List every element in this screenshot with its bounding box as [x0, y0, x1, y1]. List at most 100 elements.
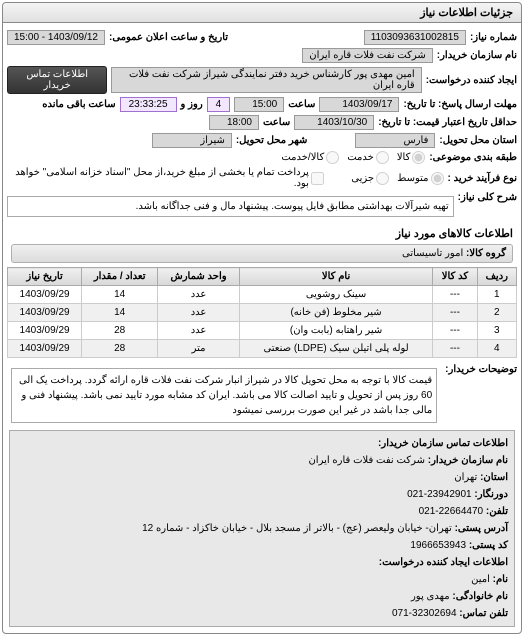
c-postal: تهران- خیابان ولیعصر (عج) - بالاتر از مس…: [142, 523, 452, 534]
table-header: واحد شمارش: [158, 268, 240, 286]
deadline-date: 1403/09/17: [319, 97, 399, 112]
table-cell: 28: [82, 340, 158, 358]
treasury-checkbox[interactable]: [311, 172, 324, 185]
table-body: 1---سینک روشوییعدد141403/09/292---شیر مخ…: [8, 286, 517, 358]
panel-body: شماره نیاز: 1103093631002815 تاریخ و ساع…: [3, 23, 521, 633]
buyer-label: نام سازمان خریدار:: [437, 50, 517, 61]
table-cell: 14: [82, 304, 158, 322]
time-label-1: ساعت: [288, 99, 315, 110]
c-lname-label: نام خانوادگی:: [452, 591, 508, 602]
table-header: ردیف: [477, 268, 516, 286]
row-validity: حداقل تاریخ اعتبار قیمت: تا تاریخ: 1403/…: [7, 115, 517, 130]
table-cell: ---: [433, 340, 477, 358]
contact-box: اطلاعات تماس سازمان خریدار: نام سازمان خ…: [9, 430, 515, 627]
days-remain-suffix: روز و: [181, 99, 203, 110]
table-row: 4---لوله پلی اتیلن سیک (LDPE) صنعتیمتر28…: [8, 340, 517, 358]
budget-radio-kala-input[interactable]: [412, 151, 425, 164]
table-cell: 1403/09/29: [8, 322, 82, 340]
group-value: امور تاسیساتی: [402, 248, 463, 259]
table-cell: 28: [82, 322, 158, 340]
c-province: تهران: [454, 472, 477, 483]
table-cell: 2: [477, 304, 516, 322]
table-cell: 3: [477, 322, 516, 340]
table-cell: 1403/09/29: [8, 304, 82, 322]
budget-label: طبقه بندی موضوعی:: [429, 152, 517, 163]
row-creator: ایجاد کننده درخواست: امین مهدی پور کارشن…: [7, 66, 517, 94]
items-table: ردیفکد کالانام کالاواحد شمارشتعداد / مقد…: [7, 267, 517, 358]
table-head: ردیفکد کالانام کالاواحد شمارشتعداد / مقد…: [8, 268, 517, 286]
delivery-city: شیراز: [152, 133, 232, 148]
row-price: نوع فرآیند خرید : متوسط جزیی پرداخت تمام…: [7, 167, 517, 189]
c-postal-label: آدرس پستی:: [455, 523, 508, 534]
budget-radio-khedmat-input[interactable]: [376, 151, 389, 164]
table-cell: عدد: [158, 286, 240, 304]
delivery-city-label: شهر محل تحویل:: [236, 135, 308, 146]
treasury-checkbox-label[interactable]: پرداخت تمام یا بخشی از مبلغ خرید،از محل …: [7, 167, 324, 189]
c-postcode-label: کد پستی:: [469, 540, 508, 551]
row-need-title: شرح کلی نیاز: تهیه شیرآلات بهداشتی مطابق…: [7, 192, 517, 221]
validity-time: 18:00: [209, 115, 259, 130]
announce-value: 1403/09/12 - 15:00: [7, 30, 105, 45]
creator-value: امین مهدی پور کارشناس خرید دفتر نمایندگی…: [111, 67, 421, 93]
table-cell: ---: [433, 304, 477, 322]
row-budget: طبقه بندی موضوعی: کالا خدمت کالا/خدمت: [7, 151, 517, 164]
table-header: نام کالا: [239, 268, 432, 286]
validity-date: 1403/10/30: [294, 115, 374, 130]
c-mobile: 23942901-021: [407, 489, 472, 500]
time-label-2: ساعت: [263, 117, 290, 128]
time-remain-suffix: ساعت باقی مانده: [42, 99, 115, 110]
table-row: 1---سینک روشوییعدد141403/09/29: [8, 286, 517, 304]
c-mobile-label: دورنگار:: [474, 489, 508, 500]
price-radio-group: متوسط جزیی: [351, 172, 443, 185]
table-header: کد کالا: [433, 268, 477, 286]
table-cell: متر: [158, 340, 240, 358]
row-buyer: نام سازمان خریدار: شرکت نفت فلات قاره ای…: [7, 48, 517, 63]
price-radio-small-input[interactable]: [376, 172, 389, 185]
c-tel-label: تلفن تماس:: [459, 608, 508, 619]
req-number-label: شماره نیاز:: [470, 32, 517, 43]
announce-label: تاریخ و ساعت اعلان عمومی:: [109, 32, 228, 43]
days-remain: 4: [207, 97, 231, 112]
price-radio-med-input[interactable]: [431, 172, 444, 185]
table-row: 3---شیر راهتابه (بابت وان)عدد281403/09/2…: [8, 322, 517, 340]
c-postcode: 1966653943: [410, 540, 466, 551]
group-label: گروه کالا:: [466, 248, 506, 259]
table-cell: 14: [82, 286, 158, 304]
c-org-label: نام سازمان خریدار:: [428, 455, 508, 466]
budget-radio-both-input[interactable]: [326, 151, 339, 164]
budget-opt-b: خدمت: [347, 152, 374, 163]
price-radio-med[interactable]: متوسط: [397, 172, 443, 185]
table-cell: 4: [477, 340, 516, 358]
row-delivery: استان محل تحویل: فارس شهر محل تحویل: شیر…: [7, 133, 517, 148]
price-opt-a: متوسط: [397, 173, 428, 184]
budget-radio-kala[interactable]: کالا: [397, 151, 426, 164]
time-remain: 23:33:25: [120, 97, 177, 112]
price-opt-b: جزیی: [351, 173, 374, 184]
table-cell: 1403/09/29: [8, 286, 82, 304]
need-title-label: شرح کلی نیاز:: [458, 192, 517, 203]
contact-title: اطلاعات تماس سازمان خریدار:: [378, 438, 508, 449]
c-phone-label: تلفن:: [486, 506, 508, 517]
c-lname: مهدی پور: [411, 591, 450, 602]
budget-radio-khedmat[interactable]: خدمت: [347, 151, 389, 164]
table-row: 2---شیر مخلوط (فن خانه)عدد141403/09/29: [8, 304, 517, 322]
validity-label: حداقل تاریخ اعتبار قیمت: تا تاریخ:: [378, 117, 517, 128]
group-row: گروه کالا: امور تاسیساتی: [11, 244, 513, 263]
c-org: شرکت نفت فلات قاره ایران: [308, 455, 425, 466]
row-req-number: شماره نیاز: 1103093631002815 تاریخ و ساع…: [7, 30, 517, 45]
budget-opt-a: کالا: [397, 152, 411, 163]
buyer-contact-button[interactable]: اطلاعات تماس خریدار: [7, 66, 107, 94]
table-cell: شیر راهتابه (بابت وان): [239, 322, 432, 340]
table-header: تعداد / مقدار: [82, 268, 158, 286]
table-cell: 1: [477, 286, 516, 304]
table-header: تاریخ نیاز: [8, 268, 82, 286]
budget-radio-group: کالا خدمت کالا/خدمت: [281, 151, 425, 164]
req-number-value: 1103093631002815: [364, 30, 466, 45]
deadline-label: مهلت ارسال پاسخ: تا تاریخ:: [403, 99, 517, 110]
price-radio-small[interactable]: جزیی: [351, 172, 389, 185]
table-cell: سینک روشویی: [239, 286, 432, 304]
budget-radio-both[interactable]: کالا/خدمت: [281, 151, 339, 164]
panel-title: جزئیات اطلاعات نیاز: [3, 3, 521, 23]
table-cell: لوله پلی اتیلن سیک (LDPE) صنعتی: [239, 340, 432, 358]
table-cell: ---: [433, 286, 477, 304]
